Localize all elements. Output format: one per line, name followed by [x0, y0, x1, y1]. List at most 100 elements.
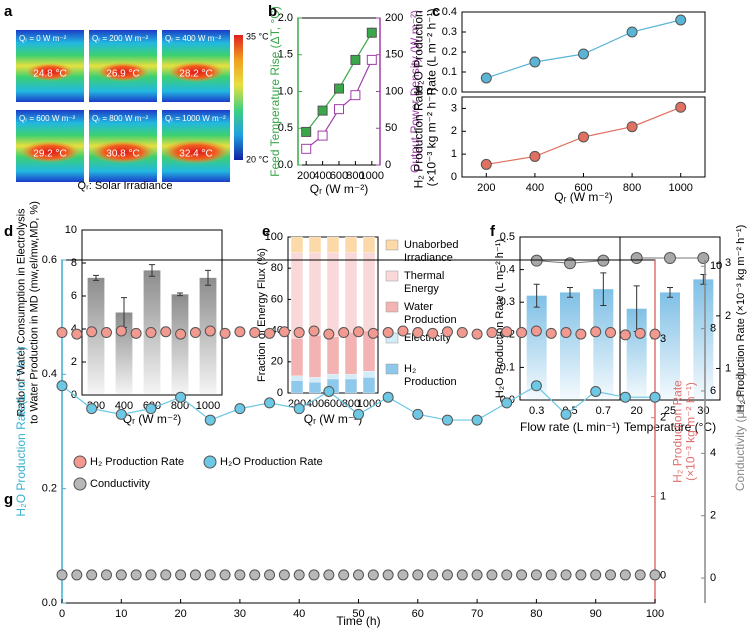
marker	[56, 327, 68, 339]
marker	[353, 326, 364, 338]
marker	[480, 158, 492, 170]
panel-letter: c	[432, 3, 440, 20]
marker	[71, 569, 83, 581]
marker	[317, 130, 328, 141]
image-temperature: 26.9 °C	[106, 69, 139, 80]
legend-swatch	[385, 301, 399, 313]
y-tick-label: 8	[71, 257, 77, 269]
marker	[649, 569, 661, 581]
bar-segment	[308, 335, 322, 378]
x-tick-label: 60	[412, 608, 424, 620]
colorbar	[234, 35, 243, 160]
error-bar	[533, 283, 540, 308]
legend-label: Water Production	[404, 301, 457, 326]
marker	[529, 56, 541, 68]
y-tick-label: 2	[451, 125, 457, 137]
bar	[526, 295, 547, 400]
x-tick-label: 200	[297, 170, 315, 182]
bar	[693, 279, 714, 400]
marker	[626, 121, 638, 133]
marker	[427, 327, 439, 339]
marker	[382, 569, 394, 581]
y-tick-label: 0.3	[442, 26, 457, 38]
y-tick-label: 2.0	[278, 12, 293, 24]
x-tick-label: 400	[115, 400, 133, 412]
legend-label: H₂ Production	[404, 363, 457, 388]
marker	[675, 14, 687, 26]
marker	[323, 328, 335, 340]
thermal-hotspot	[91, 140, 155, 164]
x-tick-label: 0.7	[596, 405, 611, 417]
image-temperature: 30.8 °C	[106, 149, 139, 160]
x-tick-label: 40	[293, 608, 305, 620]
y-tick-label: 0.5	[500, 231, 515, 243]
y2-axis-label: H₂ Production Rate	[671, 380, 685, 483]
y-axis-label: H₂O Production Rate(L m⁻² h⁻¹)	[14, 346, 28, 516]
y-tick-label: 0	[660, 569, 666, 581]
marker	[412, 569, 424, 581]
thermal-hotspot	[26, 63, 74, 81]
panel-letter: g	[4, 491, 13, 508]
marker	[471, 414, 483, 426]
marker	[456, 569, 468, 581]
y-axis-label: Fraction of Energy Flux (%)	[256, 248, 268, 382]
error-bar	[667, 287, 673, 298]
x-tick-label: 0	[59, 608, 65, 620]
y-axis-label: to Water Production in MD (mw,el/mw,MD, …	[28, 201, 40, 424]
x-tick-label: 800	[171, 400, 189, 412]
y-tick-label: 0	[710, 572, 716, 584]
error-bar	[205, 269, 211, 286]
legend-label: Thermal Energy	[404, 270, 447, 295]
marker	[560, 327, 572, 339]
marker	[86, 403, 98, 415]
y2-marker	[630, 252, 643, 265]
marker	[516, 569, 528, 581]
y-axis-label: H₂ Production Rate	[412, 85, 426, 188]
y-tick-label: 0.4	[500, 264, 515, 276]
image-label: Qᵣ = 400 W m⁻²	[165, 34, 221, 43]
marker	[397, 325, 409, 337]
bar-segment	[362, 252, 376, 331]
y-tick-label: 0.6	[42, 254, 57, 266]
x-tick-label: 70	[471, 608, 483, 620]
x-tick-label: 800	[623, 182, 641, 194]
marker	[204, 325, 216, 337]
marker	[397, 569, 409, 581]
x-tick-label: 600	[324, 398, 342, 410]
x-axis-label: Time (h)	[336, 614, 380, 628]
y-axis-label: Feed Temperature Rise (ΔT, °C)	[268, 6, 282, 177]
marker	[145, 403, 157, 415]
marker	[545, 569, 557, 581]
marker	[56, 380, 68, 392]
marker	[530, 325, 542, 337]
bar-segment	[290, 338, 304, 376]
bar-segment	[308, 252, 322, 336]
marker	[367, 327, 379, 339]
bar-segment	[326, 336, 340, 375]
y-tick-label: 4	[71, 323, 77, 335]
marker	[649, 391, 661, 403]
marker	[605, 569, 617, 581]
bar-segment	[362, 371, 376, 378]
y2-marker	[564, 257, 576, 270]
y-tick-label: 0.5	[278, 122, 293, 134]
marker	[529, 150, 541, 162]
y-tick-label: 150	[385, 49, 403, 61]
marker	[560, 569, 572, 581]
y-tick-label: 2	[725, 310, 731, 322]
y-tick-label: 100	[265, 231, 283, 243]
marker	[317, 105, 328, 116]
marker	[189, 327, 201, 339]
x-tick-label: 0.3	[529, 405, 544, 417]
bar-segment	[308, 381, 322, 394]
marker	[308, 325, 320, 337]
x-tick-label: 1000	[196, 400, 220, 412]
y-tick-label: 0.0	[42, 597, 57, 609]
thermal-hotspot	[162, 140, 230, 164]
image-label: Qᵣ = 800 W m⁻²	[92, 114, 148, 123]
marker	[427, 569, 439, 581]
marker	[578, 48, 589, 60]
image-temperature: 24.8 °C	[33, 69, 66, 80]
x-tick-label: 30	[234, 608, 246, 620]
marker	[145, 569, 157, 581]
